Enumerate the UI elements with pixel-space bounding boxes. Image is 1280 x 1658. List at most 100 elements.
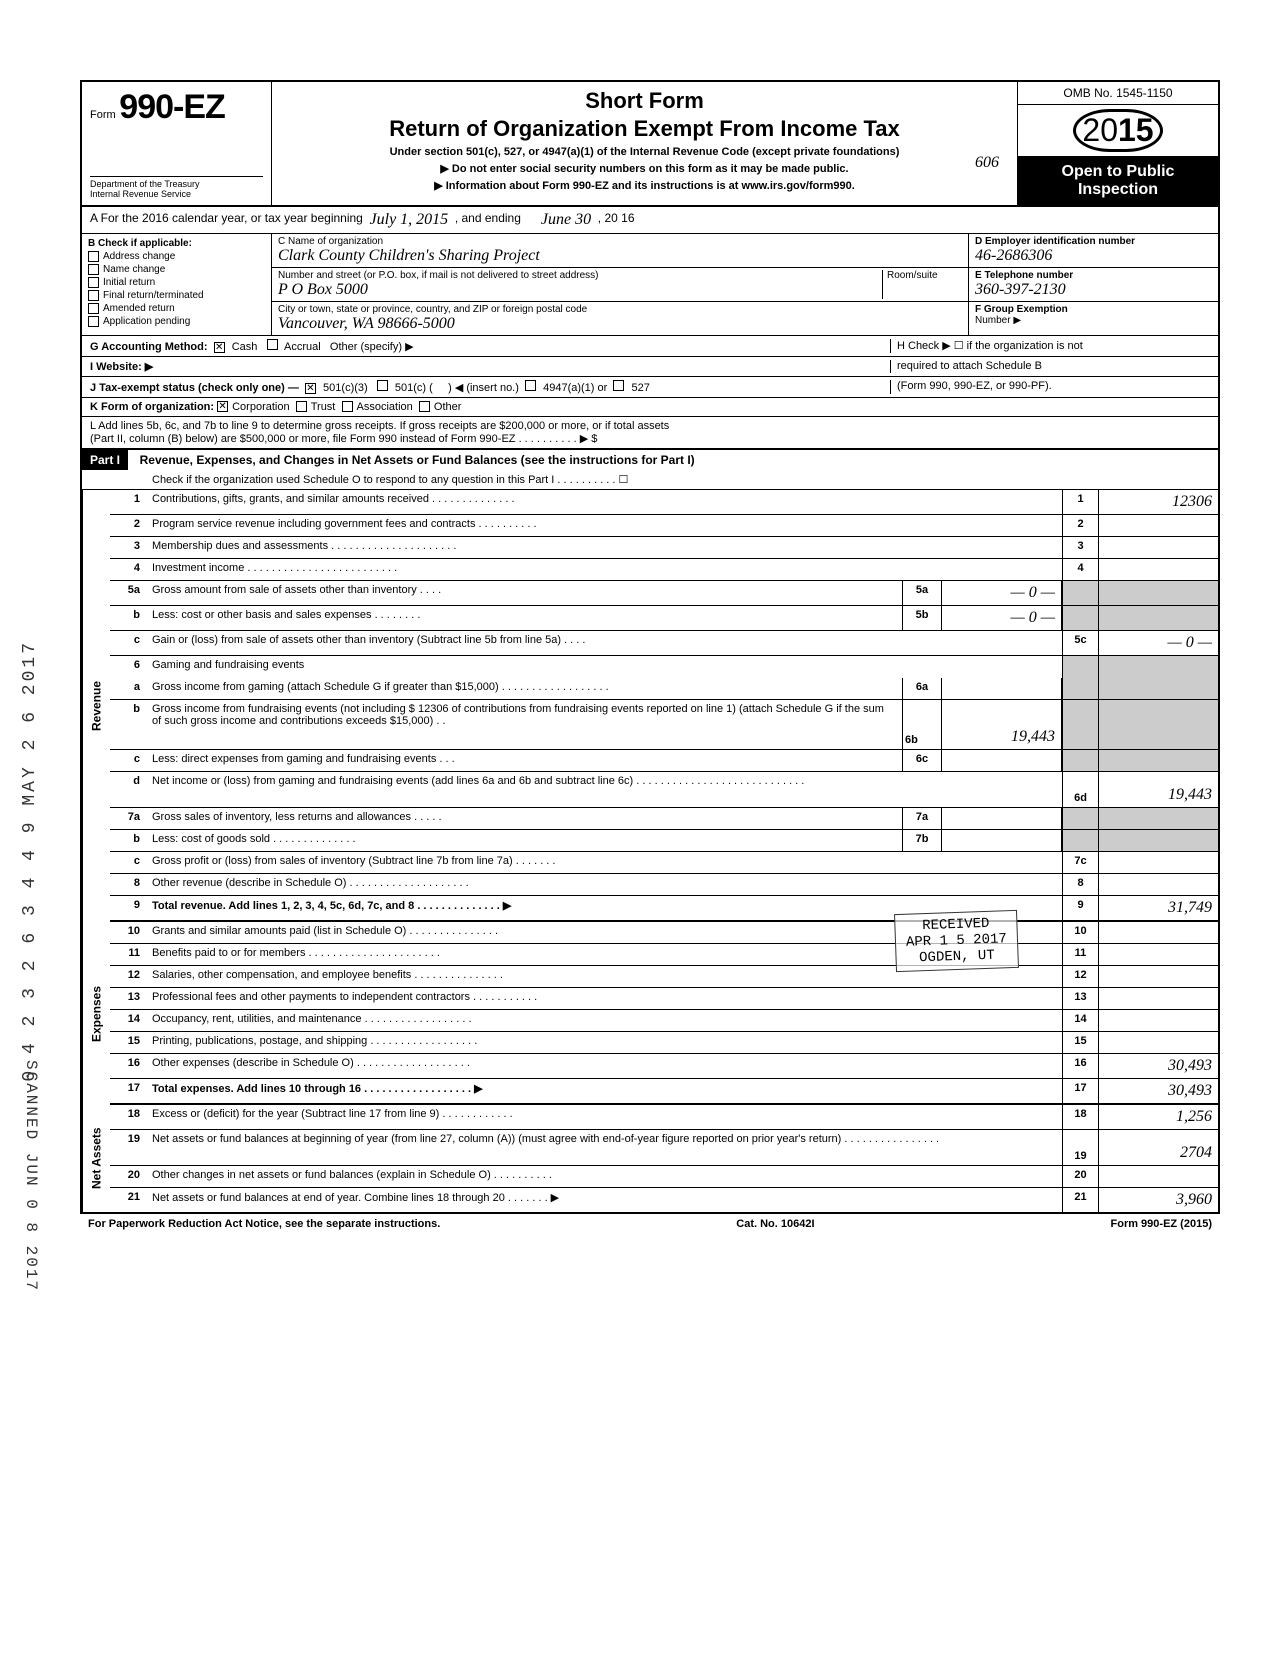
ein-value: 46-2686306 <box>975 247 1212 265</box>
j-4947: 4947(a)(1) or <box>543 382 607 394</box>
row-j: J Tax-exempt status (check only one) — 5… <box>82 377 1218 398</box>
netassets-section: Net Assets 18Excess or (deficit) for the… <box>82 1105 1218 1212</box>
ld6d: Net income or (loss) from gaming and fun… <box>146 772 1062 807</box>
ln6b: b <box>110 700 146 749</box>
mb5a: 5a <box>902 581 942 605</box>
form-number: 990-EZ <box>119 88 225 126</box>
lb11: 11 <box>1062 944 1098 965</box>
org-city: Vancouver, WA 98666-5000 <box>278 315 962 333</box>
sh6c <box>1062 750 1098 771</box>
ld6c: Less: direct expenses from gaming and fu… <box>146 750 902 771</box>
room-label: Room/suite <box>887 270 962 281</box>
lb15: 15 <box>1062 1032 1098 1053</box>
mv6a <box>942 678 1062 699</box>
cb-501c3[interactable] <box>305 383 316 394</box>
ld3: Membership dues and assessments . . . . … <box>146 537 1062 558</box>
k-label: K Form of organization: <box>90 401 214 413</box>
cb-cash[interactable] <box>214 342 225 353</box>
mv5a: — 0 — <box>942 581 1062 605</box>
ln15: 15 <box>110 1032 146 1053</box>
ln18: 18 <box>110 1105 146 1129</box>
k-assoc: Association <box>357 401 413 413</box>
cb-amended[interactable]: Amended return <box>88 303 265 314</box>
ein-label: D Employer identification number <box>975 236 1212 247</box>
lv4 <box>1098 559 1218 580</box>
cb-pending[interactable]: Application pending <box>88 316 265 327</box>
cb-name[interactable]: Name change <box>88 264 265 275</box>
part1-header: Part I Revenue, Expenses, and Changes in… <box>82 450 1218 490</box>
org-name-row: C Name of organization Clark County Chil… <box>272 234 968 268</box>
subtitle: Under section 501(c), 527, or 4947(a)(1)… <box>280 146 1009 158</box>
ln3: 3 <box>110 537 146 558</box>
tax-year: 2015 <box>1018 105 1218 157</box>
ld21: Net assets or fund balances at end of ye… <box>146 1188 1062 1212</box>
cb-4947[interactable] <box>525 380 536 391</box>
org-section: B Check if applicable: Address change Na… <box>82 234 1218 336</box>
ln16: 16 <box>110 1054 146 1078</box>
lv15 <box>1098 1032 1218 1053</box>
ld16: Other expenses (describe in Schedule O) … <box>146 1054 1062 1078</box>
cb-address[interactable]: Address change <box>88 251 265 262</box>
cb-501c[interactable] <box>377 380 388 391</box>
lv12 <box>1098 966 1218 987</box>
ld2: Program service revenue including govern… <box>146 515 1062 536</box>
lv7c <box>1098 852 1218 873</box>
mb7b: 7b <box>902 830 942 851</box>
mb6b: 6b <box>902 700 942 749</box>
footer: For Paperwork Reduction Act Notice, see … <box>80 1214 1220 1234</box>
ld7a: Gross sales of inventory, less returns a… <box>146 808 902 829</box>
lv20 <box>1098 1166 1218 1187</box>
lv21: 3,960 <box>1098 1188 1218 1212</box>
shv6 <box>1098 656 1218 678</box>
mb6c: 6c <box>902 750 942 771</box>
side-revenue: Revenue <box>82 490 110 922</box>
ln6c: c <box>110 750 146 771</box>
lv18: 1,256 <box>1098 1105 1218 1129</box>
shv5a <box>1098 581 1218 605</box>
lv8 <box>1098 874 1218 895</box>
shv6c <box>1098 750 1218 771</box>
lb19: 19 <box>1062 1130 1098 1165</box>
side-stamp: 0 4 2 3 2 6 3 4 4 9 MAY 2 6 2017 <box>20 640 40 1082</box>
mv6c <box>942 750 1062 771</box>
cb-trust[interactable] <box>296 401 307 412</box>
year-prefix: 20 <box>1082 112 1118 148</box>
ln7a: 7a <box>110 808 146 829</box>
lb21: 21 <box>1062 1188 1098 1212</box>
lv11 <box>1098 944 1218 965</box>
period-label: A For the 2016 calendar year, or tax yea… <box>90 211 363 229</box>
j-527: 527 <box>631 382 649 394</box>
cb-527[interactable] <box>613 380 624 391</box>
i-label: I Website: ▶ <box>90 361 153 373</box>
sh6 <box>1062 656 1098 678</box>
cb-other[interactable] <box>419 401 430 412</box>
mb6a: 6a <box>902 678 942 699</box>
ld8: Other revenue (describe in Schedule O) .… <box>146 874 1062 895</box>
cb-corp[interactable] <box>217 401 228 412</box>
part1-check: Check if the organization used Schedule … <box>82 470 1218 489</box>
ln9: 9 <box>110 896 146 920</box>
ld9: Total revenue. Add lines 1, 2, 3, 4, 5c,… <box>152 900 511 912</box>
period-end-year: , 20 16 <box>598 211 635 229</box>
part1-title: Revenue, Expenses, and Changes in Net As… <box>132 450 703 470</box>
cb-accrual[interactable] <box>267 339 278 350</box>
h-line3: (Form 990, 990-EZ, or 990-PF). <box>897 380 1210 392</box>
org-city-row: City or town, state or province, country… <box>272 302 968 335</box>
g-label: G Accounting Method: <box>90 341 208 353</box>
lb20: 20 <box>1062 1166 1098 1187</box>
dept-irs: Internal Revenue Service <box>90 189 263 199</box>
cb-assoc[interactable] <box>342 401 353 412</box>
ld1: Contributions, gifts, grants, and simila… <box>146 490 1062 514</box>
form-990ez: Form 990-EZ Department of the Treasury I… <box>80 80 1220 1214</box>
lb14: 14 <box>1062 1010 1098 1031</box>
open-line2: Inspection <box>1026 181 1210 199</box>
section-b: B Check if applicable: Address change Na… <box>82 234 272 335</box>
mb7a: 7a <box>902 808 942 829</box>
cb-initial[interactable]: Initial return <box>88 277 265 288</box>
g-other: Other (specify) ▶ <box>330 341 414 353</box>
ln5c: c <box>110 631 146 655</box>
cb-final[interactable]: Final return/terminated <box>88 290 265 301</box>
ld6b: Gross income from fundraising events (no… <box>146 700 902 749</box>
instr-ssn: ▶ Do not enter social security numbers o… <box>280 162 1009 175</box>
j-c3: 501(c)(3) <box>323 382 368 394</box>
